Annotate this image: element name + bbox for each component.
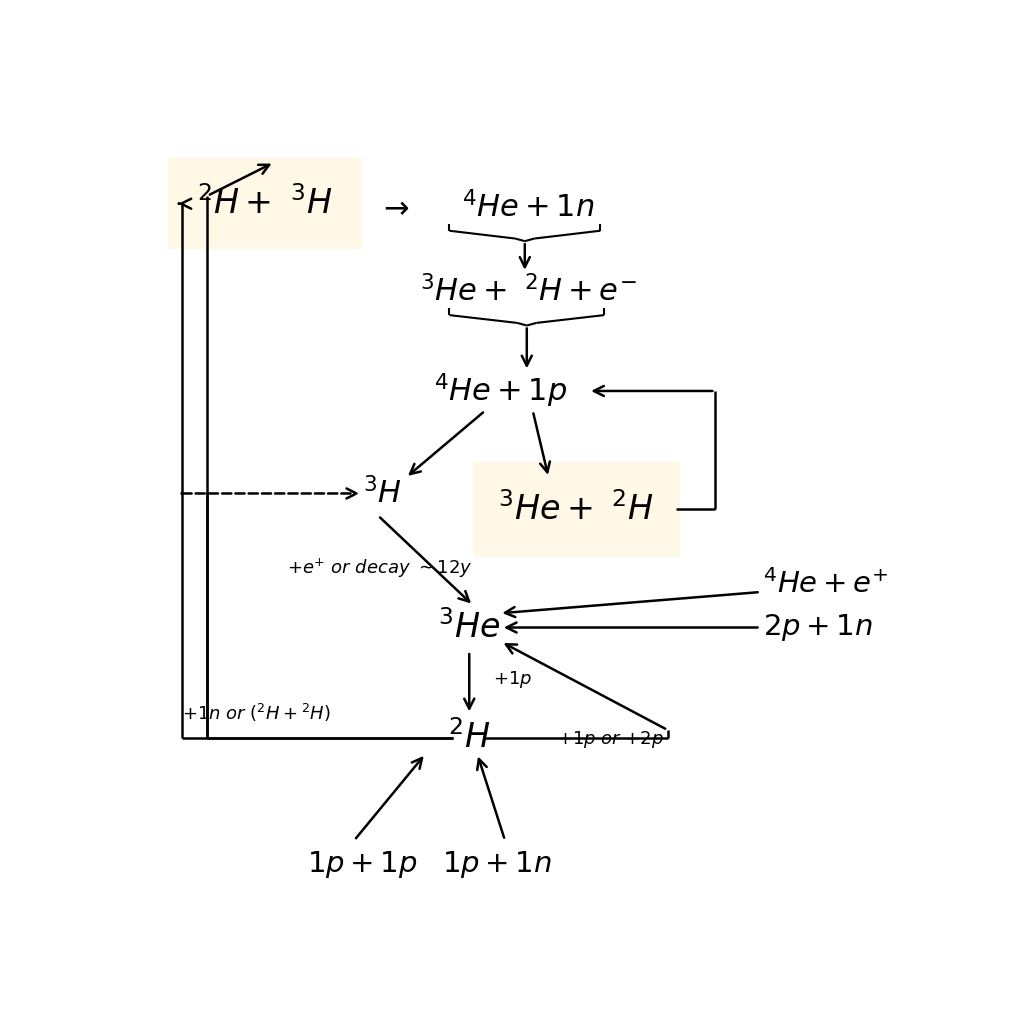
Text: $^{2}H + \ ^{3}H$: $^{2}H + \ ^{3}H$ [198, 186, 333, 221]
Text: $1p + 1p$: $1p + 1p$ [307, 849, 418, 880]
Text: $1p + 1n$: $1p + 1n$ [442, 849, 552, 880]
Text: $^{2}H$: $^{2}H$ [449, 721, 490, 756]
Text: $^{3}H$: $^{3}H$ [362, 477, 401, 510]
Text: $^{4}He + 1n$: $^{4}He + 1n$ [463, 191, 595, 223]
Text: $+1n$ or $(^{2}H + ^{2}H)$: $+1n$ or $(^{2}H + ^{2}H)$ [182, 701, 331, 724]
Text: $+1p$ or $+2p$: $+1p$ or $+2p$ [557, 729, 664, 750]
Text: $\rightarrow$: $\rightarrow$ [378, 193, 410, 222]
FancyBboxPatch shape [473, 462, 680, 557]
Text: $^{3}He$: $^{3}He$ [438, 610, 501, 645]
Text: $^{3}He + \ ^{2}H$: $^{3}He + \ ^{2}H$ [499, 492, 654, 526]
Text: $^{4}He + e^{+}$: $^{4}He + e^{+}$ [763, 569, 889, 599]
Text: $^{3}He + \ ^{2}H + e^{-}$: $^{3}He + \ ^{2}H + e^{-}$ [421, 274, 637, 307]
Text: $+1p$: $+1p$ [494, 669, 532, 690]
Text: $^{4}He + 1p$: $^{4}He + 1p$ [434, 372, 567, 411]
FancyBboxPatch shape [168, 159, 362, 249]
Text: $2p + 1n$: $2p + 1n$ [763, 612, 872, 643]
Text: $+e^{+}$ or decay $\sim 12y$: $+e^{+}$ or decay $\sim 12y$ [287, 557, 472, 580]
